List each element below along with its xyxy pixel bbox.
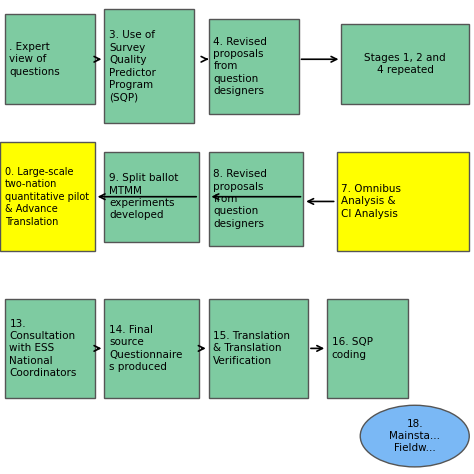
Text: 15. Translation
& Translation
Verification: 15. Translation & Translation Verificati…	[213, 331, 290, 366]
Text: 9. Split ballot
MTMM
experiments
developed: 9. Split ballot MTMM experiments develop…	[109, 173, 178, 220]
FancyBboxPatch shape	[104, 9, 194, 123]
FancyBboxPatch shape	[104, 299, 199, 398]
Text: 8. Revised
proposals
from
question
designers: 8. Revised proposals from question desig…	[213, 169, 267, 229]
FancyBboxPatch shape	[209, 19, 299, 114]
Text: 0. Large-scale
two-nation
quantitative pilot
& Advance
Translation: 0. Large-scale two-nation quantitative p…	[5, 167, 89, 227]
Text: 4. Revised
proposals
from
question
designers: 4. Revised proposals from question desig…	[213, 36, 267, 96]
Text: 14. Final
source
Questionnaire
s produced: 14. Final source Questionnaire s produce…	[109, 325, 182, 372]
FancyBboxPatch shape	[0, 142, 95, 251]
Text: 18.
Mainsta...
Fieldw...: 18. Mainsta... Fieldw...	[389, 419, 440, 454]
Text: . Expert
view of
questions: . Expert view of questions	[9, 42, 60, 77]
FancyBboxPatch shape	[5, 14, 95, 104]
FancyBboxPatch shape	[337, 152, 469, 251]
FancyBboxPatch shape	[341, 24, 469, 104]
Text: Stages 1, 2 and
4 repeated: Stages 1, 2 and 4 repeated	[365, 53, 446, 75]
FancyBboxPatch shape	[209, 152, 303, 246]
FancyBboxPatch shape	[209, 299, 308, 398]
Text: 13.
Consultation
with ESS
National
Coordinators: 13. Consultation with ESS National Coord…	[9, 319, 77, 378]
FancyBboxPatch shape	[5, 299, 95, 398]
Text: 7. Omnibus
Analysis &
CI Analysis: 7. Omnibus Analysis & CI Analysis	[341, 184, 401, 219]
Ellipse shape	[360, 405, 469, 467]
Text: 3. Use of
Survey
Quality
Predictor
Program
(SQP): 3. Use of Survey Quality Predictor Progr…	[109, 30, 156, 102]
FancyBboxPatch shape	[327, 299, 408, 398]
Text: 16. SQP
coding: 16. SQP coding	[332, 337, 373, 360]
FancyBboxPatch shape	[104, 152, 199, 242]
